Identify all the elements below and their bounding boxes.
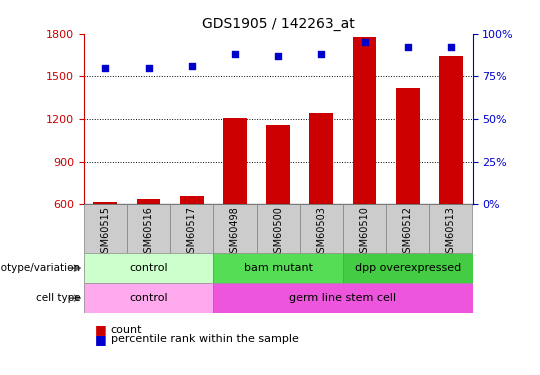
Text: control: control [129, 293, 168, 303]
Bar [84, 204, 127, 253]
Bar [93, 201, 117, 204]
Bar [266, 125, 290, 204]
Text: GSM60517: GSM60517 [187, 206, 197, 259]
Bar [213, 253, 343, 283]
Bar [396, 88, 420, 204]
Text: dpp overexpressed: dpp overexpressed [355, 263, 461, 273]
Text: percentile rank within the sample: percentile rank within the sample [111, 334, 299, 344]
Point [360, 39, 369, 45]
Bar [180, 196, 204, 204]
Bar [213, 283, 472, 313]
Bar [309, 113, 333, 204]
Title: GDS1905 / 142263_at: GDS1905 / 142263_at [202, 17, 354, 32]
Point [101, 65, 110, 71]
Point [231, 51, 239, 57]
Bar [343, 253, 472, 283]
Bar [213, 204, 256, 253]
Text: GSM60512: GSM60512 [403, 206, 413, 259]
Text: count: count [111, 325, 142, 335]
Bar [84, 253, 213, 283]
Bar [137, 199, 160, 204]
Text: GSM60513: GSM60513 [446, 206, 456, 259]
Text: control: control [129, 263, 168, 273]
Text: cell type: cell type [36, 293, 81, 303]
Bar [170, 204, 213, 253]
Point [317, 51, 326, 57]
Text: GSM60510: GSM60510 [360, 206, 369, 259]
Point [274, 53, 282, 59]
Point [403, 44, 412, 50]
Text: bam mutant: bam mutant [244, 263, 313, 273]
Bar [429, 204, 472, 253]
Point [144, 65, 153, 71]
Bar [84, 283, 213, 313]
Bar [127, 204, 170, 253]
Text: GSM60498: GSM60498 [230, 206, 240, 259]
Text: germ line stem cell: germ line stem cell [289, 293, 396, 303]
Bar [343, 204, 386, 253]
Bar [223, 118, 247, 204]
Bar [439, 57, 463, 204]
Bar [353, 37, 376, 204]
Point [447, 44, 455, 50]
Text: GSM60500: GSM60500 [273, 206, 283, 259]
Text: genotype/variation: genotype/variation [0, 263, 81, 273]
Text: GSM60516: GSM60516 [144, 206, 153, 259]
Point [187, 63, 196, 69]
Text: ■: ■ [94, 324, 106, 336]
Bar [300, 204, 343, 253]
Bar [386, 204, 429, 253]
Bar [256, 204, 300, 253]
Text: ■: ■ [94, 333, 106, 346]
Text: GSM60503: GSM60503 [316, 206, 326, 259]
Text: GSM60515: GSM60515 [100, 206, 110, 259]
